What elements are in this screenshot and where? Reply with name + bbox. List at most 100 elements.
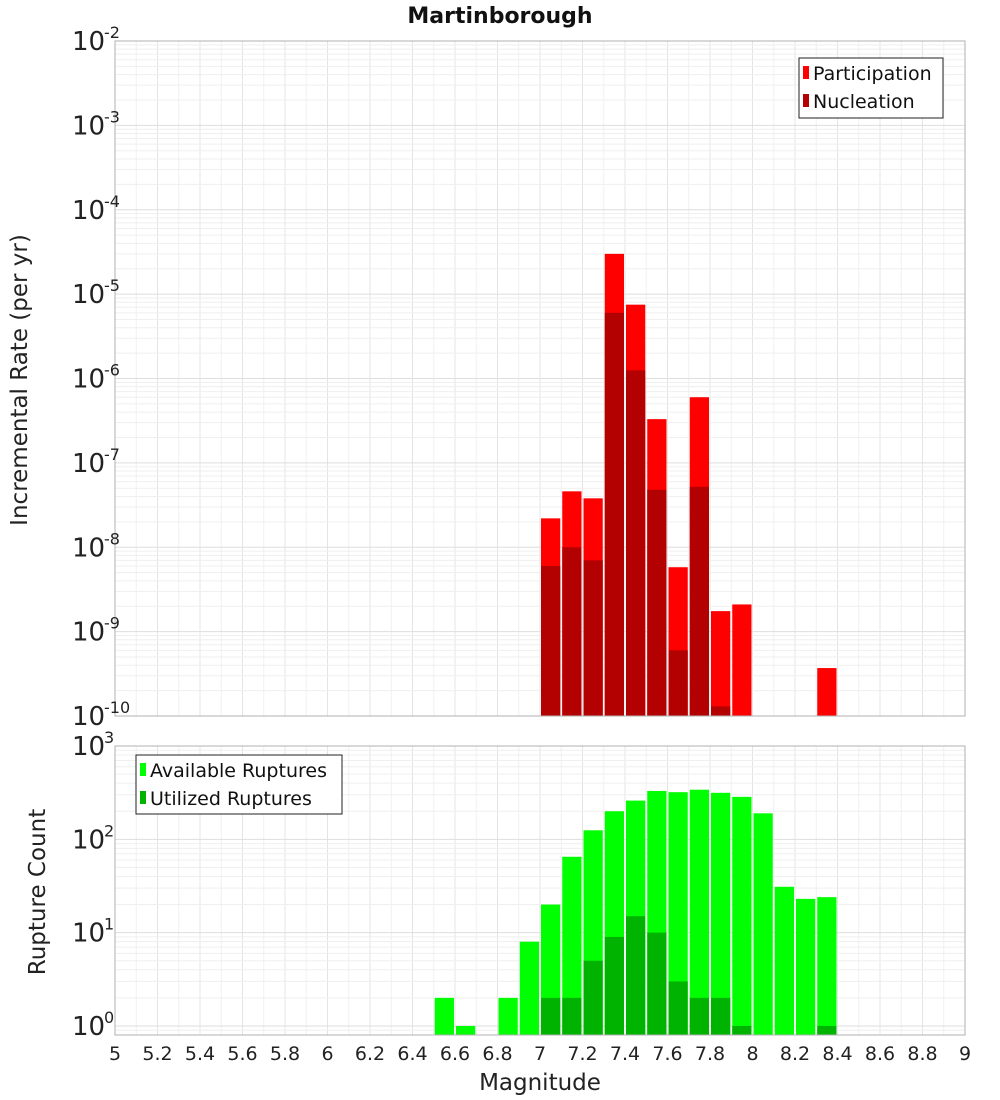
y-tick-label: 10 bbox=[72, 618, 105, 648]
bar-participation bbox=[732, 604, 752, 716]
bar-available-ruptures bbox=[774, 886, 794, 1035]
x-tick-label: 5.6 bbox=[227, 1043, 257, 1065]
top-legend: Participation Nucleation bbox=[798, 57, 944, 119]
x-tick-label: 7.8 bbox=[695, 1043, 725, 1065]
bar-nucleation bbox=[562, 547, 582, 716]
bar-nucleation bbox=[604, 312, 624, 716]
y-tick-label: 10 bbox=[72, 365, 105, 395]
y-tick-exponent: 3 bbox=[104, 728, 114, 747]
top-y-axis-title: Incremental Rate (per yr) bbox=[7, 234, 33, 526]
bar-available-ruptures bbox=[732, 796, 752, 1035]
bar-available-ruptures bbox=[817, 897, 837, 1035]
x-tick-label: 8.8 bbox=[907, 1043, 937, 1065]
legend-label-participation: Participation bbox=[813, 63, 932, 85]
x-tick-label: 6.2 bbox=[355, 1043, 385, 1065]
y-tick-exponent: -9 bbox=[104, 614, 120, 633]
bar-available-ruptures bbox=[753, 813, 773, 1035]
y-tick-exponent: -7 bbox=[104, 445, 120, 464]
legend-label-utilized-ruptures: Utilized Ruptures bbox=[150, 788, 312, 810]
bottom-bars bbox=[434, 789, 837, 1035]
bottom-legend: Available Ruptures Utilized Ruptures bbox=[135, 754, 343, 815]
top-bars bbox=[541, 253, 837, 716]
bar-nucleation bbox=[541, 565, 561, 716]
y-tick-exponent: 0 bbox=[104, 1008, 114, 1027]
x-tick-label: 7 bbox=[534, 1043, 546, 1065]
bar-utilized-ruptures bbox=[817, 1025, 837, 1035]
x-tick-label: 7.4 bbox=[610, 1043, 640, 1065]
y-tick-label: 10 bbox=[72, 919, 105, 949]
y-tick-exponent: 1 bbox=[104, 915, 114, 934]
y-tick-exponent: -5 bbox=[104, 276, 120, 295]
bar-utilized-ruptures bbox=[626, 916, 646, 1035]
bar-participation bbox=[711, 611, 731, 716]
bottom-plot-frame bbox=[114, 745, 966, 1036]
bar-nucleation bbox=[668, 650, 688, 716]
bar-available-ruptures bbox=[668, 792, 688, 1035]
bar-utilized-ruptures bbox=[689, 997, 709, 1035]
legend-swatch-nucleation bbox=[803, 94, 809, 107]
bar-nucleation bbox=[626, 370, 646, 716]
bar-available-ruptures bbox=[711, 792, 731, 1035]
y-tick-label: 10 bbox=[72, 732, 105, 762]
bar-utilized-ruptures bbox=[583, 960, 603, 1035]
legend-swatch-utilized-ruptures bbox=[140, 791, 146, 804]
x-tick-label: 9 bbox=[959, 1043, 971, 1065]
bar-utilized-ruptures bbox=[562, 997, 582, 1035]
bar-participation bbox=[817, 668, 837, 716]
bar-utilized-ruptures bbox=[668, 981, 688, 1035]
bar-nucleation bbox=[711, 706, 731, 716]
bar-available-ruptures bbox=[562, 856, 582, 1035]
y-tick-exponent: -4 bbox=[104, 192, 120, 211]
bar-available-ruptures bbox=[796, 898, 816, 1035]
y-tick-label: 10 bbox=[72, 702, 105, 732]
x-tick-label: 6.6 bbox=[440, 1043, 470, 1065]
y-tick-label: 10 bbox=[72, 280, 105, 310]
x-tick-label: 8.6 bbox=[865, 1043, 895, 1065]
legend-label-nucleation: Nucleation bbox=[813, 91, 915, 113]
y-tick-exponent: -8 bbox=[104, 529, 120, 548]
x-tick-label: 6.8 bbox=[482, 1043, 512, 1065]
y-tick-label: 10 bbox=[72, 196, 105, 226]
bar-available-ruptures bbox=[434, 997, 454, 1035]
legend-label-available-ruptures: Available Ruptures bbox=[150, 760, 327, 782]
top-plot-frame bbox=[114, 40, 966, 717]
bar-available-ruptures bbox=[519, 941, 539, 1035]
x-tick-label: 5.2 bbox=[142, 1043, 172, 1065]
y-tick-label: 10 bbox=[72, 533, 105, 563]
x-tick-label: 8 bbox=[746, 1043, 758, 1065]
x-tick-labels: 5 5.2 5.4 5.6 5.8 6 6.2 6.4 6.6 6.8 7 7.2 7.4 7.6 7.8 8… bbox=[109, 1043, 971, 1065]
x-tick-label: 8.4 bbox=[822, 1043, 852, 1065]
y-tick-exponent: -10 bbox=[104, 698, 130, 717]
x-tick-label: 5 bbox=[109, 1043, 121, 1065]
bar-utilized-ruptures bbox=[541, 997, 561, 1035]
bar-available-ruptures bbox=[498, 997, 518, 1035]
top-grid bbox=[114, 40, 966, 717]
bar-utilized-ruptures bbox=[647, 932, 667, 1035]
x-tick-label: 7.2 bbox=[567, 1043, 597, 1065]
bottom-legend-box bbox=[135, 754, 343, 815]
x-tick-label: 5.4 bbox=[185, 1043, 215, 1065]
x-tick-label: 6 bbox=[321, 1043, 333, 1065]
y-tick-exponent: 2 bbox=[104, 821, 114, 840]
bottom-grid bbox=[114, 745, 966, 1036]
x-tick-label: 7.6 bbox=[652, 1043, 682, 1065]
x-axis-title: Magnitude bbox=[479, 1070, 601, 1096]
y-tick-label: 10 bbox=[72, 27, 105, 57]
bar-available-ruptures bbox=[689, 789, 709, 1035]
bar-utilized-ruptures bbox=[711, 997, 731, 1035]
legend-swatch-available-ruptures bbox=[140, 763, 146, 776]
chart-title: Martinborough bbox=[407, 4, 592, 29]
x-tick-label: 8.2 bbox=[780, 1043, 810, 1065]
bar-utilized-ruptures bbox=[732, 1025, 752, 1035]
bar-nucleation bbox=[647, 489, 667, 716]
bar-available-ruptures bbox=[456, 1025, 476, 1035]
x-tick-label: 6.4 bbox=[397, 1043, 427, 1065]
legend-swatch-participation bbox=[803, 66, 809, 79]
top-legend-box bbox=[798, 57, 944, 119]
y-tick-label: 10 bbox=[72, 449, 105, 479]
bottom-y-axis-title: Rupture Count bbox=[25, 809, 51, 975]
